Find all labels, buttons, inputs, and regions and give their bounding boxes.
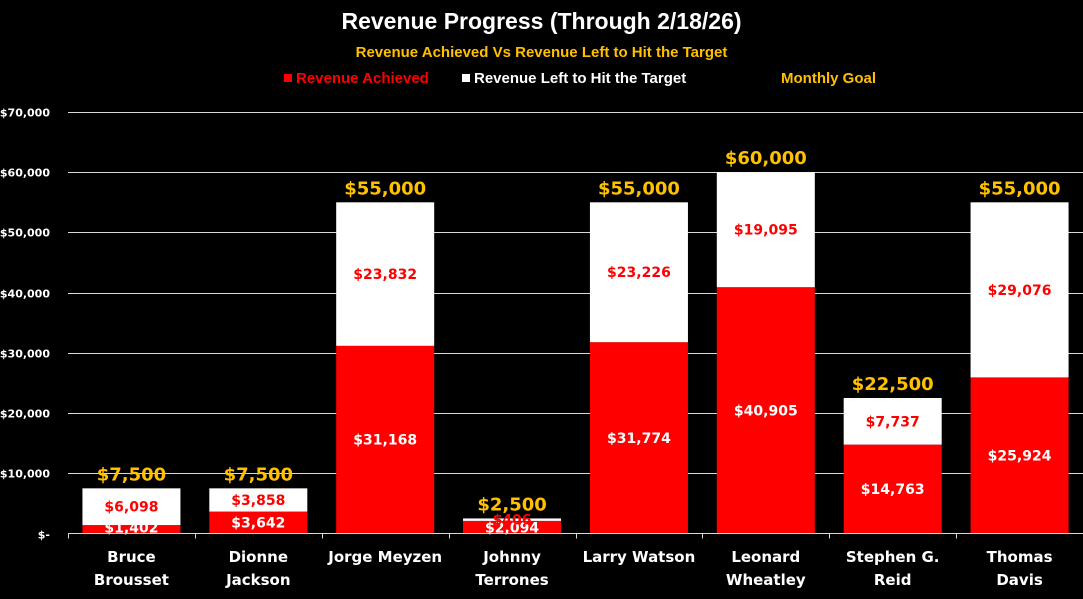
- bar-achieved: [843, 444, 942, 534]
- data-label-goal: $55,000: [598, 178, 680, 199]
- bar-left: [843, 398, 942, 445]
- bar-left: [336, 202, 435, 346]
- y-tick-label: $50,000: [0, 227, 50, 240]
- bar-achieved: [209, 511, 308, 534]
- x-tick-label: Jorge Meyzen: [327, 548, 442, 566]
- data-label-achieved: $31,774: [607, 431, 671, 447]
- bar-left: [463, 518, 562, 521]
- legend-label-left: Revenue Left to Hit the Target: [474, 70, 687, 87]
- x-tick-label: Jackson: [225, 571, 290, 589]
- data-label-achieved: $25,924: [988, 448, 1052, 464]
- x-tick-label: Bruce: [107, 548, 156, 566]
- y-tick-label: $-: [38, 529, 50, 542]
- bar-left: [970, 202, 1069, 378]
- data-label-goal: $22,500: [852, 374, 934, 395]
- data-label-achieved: $3,642: [231, 516, 285, 532]
- data-label-left: $7,737: [866, 414, 920, 430]
- x-tick-label: Brousset: [94, 571, 169, 589]
- data-label-achieved: $1,402: [104, 521, 158, 537]
- data-label-achieved: $14,763: [861, 482, 925, 498]
- x-tick-label: Larry Watson: [583, 548, 696, 566]
- x-tick-label: Davis: [996, 571, 1042, 589]
- bar-achieved: [716, 287, 815, 534]
- data-label-left: $19,095: [734, 223, 798, 239]
- data-label-left: $406: [493, 512, 532, 528]
- x-tick-label: Terrones: [475, 571, 548, 589]
- x-tick-label: Leonard: [731, 548, 800, 566]
- bar-achieved: [82, 525, 181, 534]
- bar-left: [589, 202, 688, 343]
- data-label-left: $29,076: [988, 283, 1052, 299]
- bar-achieved: [970, 377, 1069, 534]
- data-label-achieved: $2,094: [485, 521, 539, 537]
- legend-label-achieved: Revenue Achieved: [296, 70, 429, 87]
- y-tick-label: $40,000: [0, 288, 50, 301]
- x-tick-label: Johnny: [482, 548, 541, 566]
- y-tick-label: $10,000: [0, 468, 50, 481]
- bar-left: [82, 488, 181, 526]
- legend-label-goal: Monthly Goal: [781, 70, 876, 87]
- legend-item-goal: Monthly Goal: [781, 70, 876, 87]
- data-label-goal: $7,500: [97, 464, 166, 485]
- y-tick-label: $30,000: [0, 348, 50, 361]
- data-label-achieved: $40,905: [734, 403, 798, 419]
- bar-left: [209, 488, 308, 512]
- x-tick-label: Thomas: [987, 548, 1053, 566]
- x-tick-label: Stephen G.: [846, 548, 940, 566]
- x-tick-label: Reid: [874, 571, 912, 589]
- y-tick-label: $60,000: [0, 167, 50, 180]
- chart-subtitle: Revenue Achieved Vs Revenue Left to Hit …: [355, 44, 728, 61]
- y-tick-label: $20,000: [0, 408, 50, 421]
- data-label-left: $23,226: [607, 265, 671, 281]
- x-tick-label: Dionne: [229, 548, 288, 566]
- data-label-left: $3,858: [231, 493, 285, 509]
- data-label-achieved: $31,168: [353, 433, 417, 449]
- data-label-goal: $60,000: [725, 148, 807, 169]
- chart-title: Revenue Progress (Through 2/18/26): [341, 8, 742, 34]
- legend-item-achieved: Revenue Achieved: [284, 70, 429, 87]
- data-label-left: $6,098: [104, 500, 158, 516]
- data-label-left: $23,832: [353, 267, 417, 283]
- legend: Revenue Achieved Revenue Left to Hit the…: [0, 70, 1083, 90]
- bar-achieved: [336, 345, 435, 534]
- data-label-goal: $7,500: [224, 464, 293, 485]
- legend-swatch-achieved: [284, 74, 292, 82]
- data-label-goal: $55,000: [344, 178, 426, 199]
- legend-swatch-left: [462, 74, 470, 82]
- y-tick-label: $70,000: [0, 107, 50, 120]
- bar-left: [716, 172, 815, 288]
- bar-achieved: [463, 520, 562, 534]
- x-tick-label: Wheatley: [726, 571, 806, 589]
- bar-achieved: [589, 342, 688, 534]
- data-label-goal: $55,000: [979, 178, 1061, 199]
- legend-item-left: Revenue Left to Hit the Target: [462, 70, 686, 87]
- data-label-goal: $2,500: [477, 494, 546, 515]
